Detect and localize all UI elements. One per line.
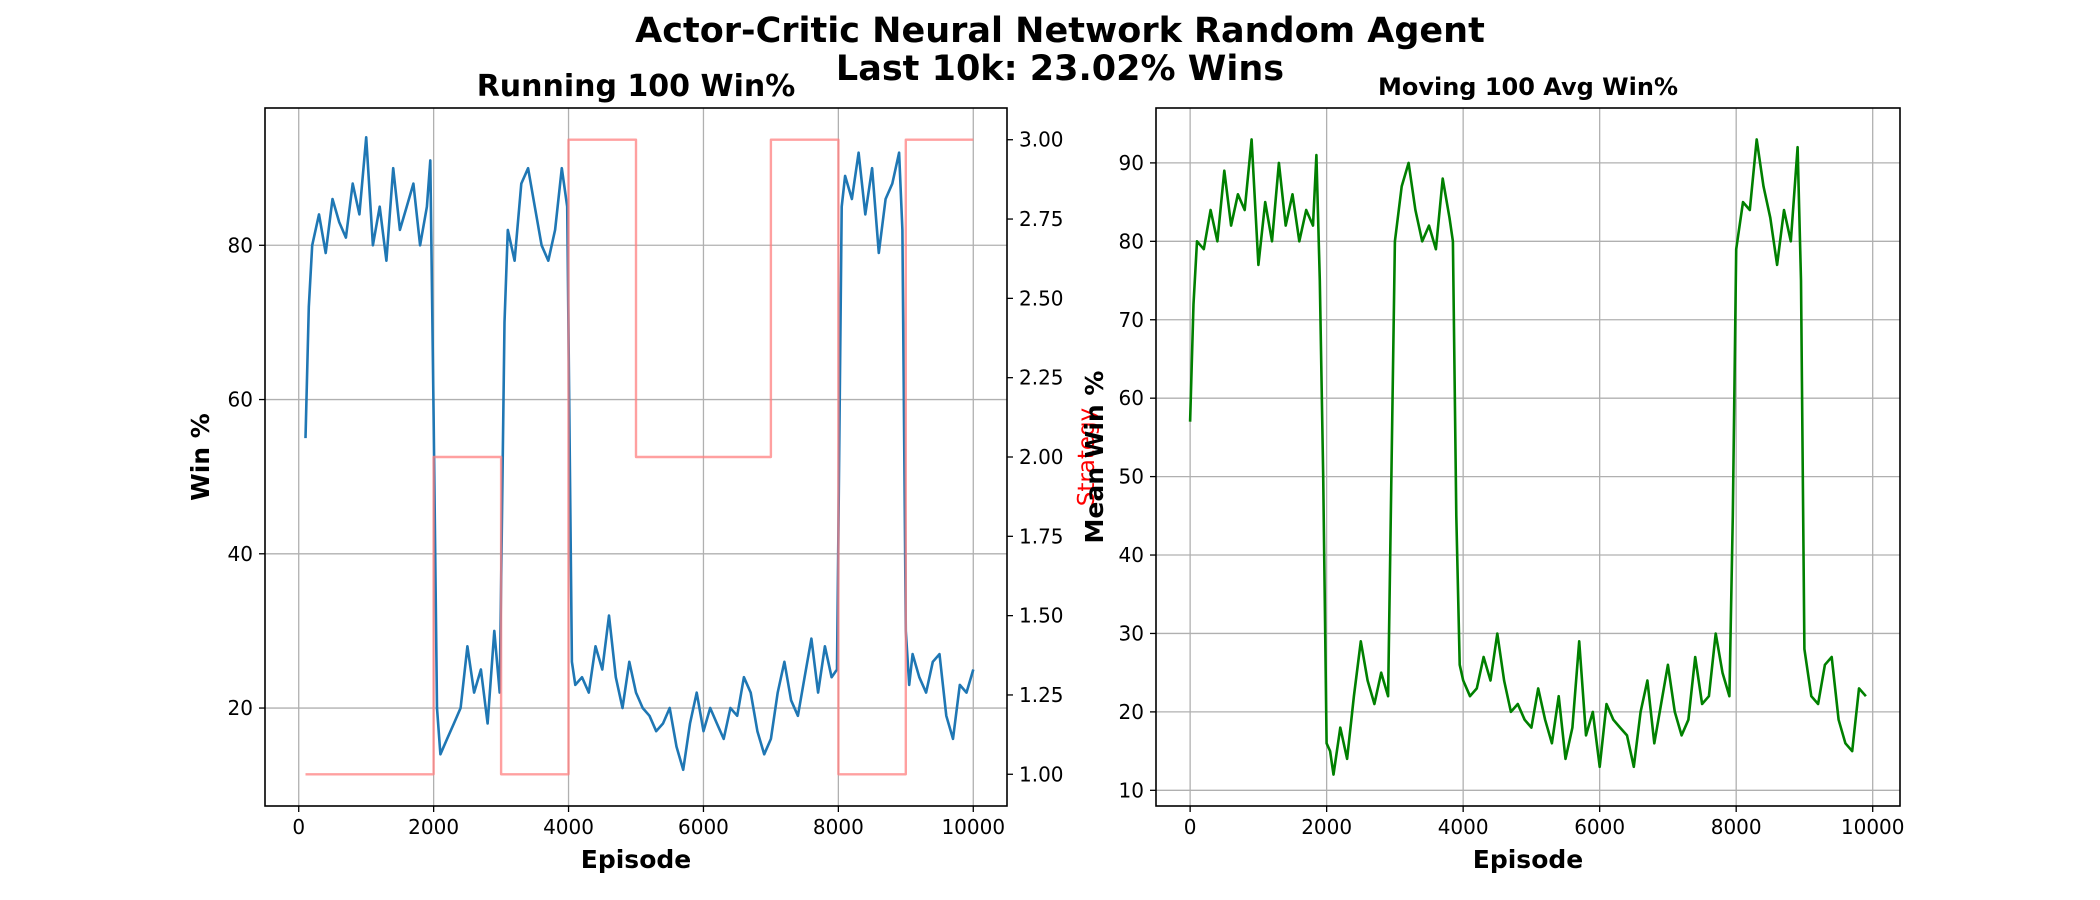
y2-tick-label: 2.00 [1019, 445, 1064, 469]
y-tick-label: 20 [1119, 700, 1144, 724]
y2-tick-label: 1.00 [1019, 762, 1064, 786]
x-tick-label: 0 [1184, 815, 1197, 839]
y-tick-label: 50 [1119, 465, 1144, 489]
chart1-series [304, 136, 975, 776]
x-tick-label: 8000 [1711, 815, 1762, 839]
x-tick-label: 2000 [408, 815, 459, 839]
x-tick-label: 6000 [678, 815, 729, 839]
chart1-ylabel: Win % [186, 413, 215, 501]
x-tick-label: 10000 [1841, 815, 1905, 839]
chart2-y-axis: 10 20 30 40 50 60 70 80 90 [1119, 151, 1156, 802]
chart2-series [1188, 138, 1867, 776]
win-line [304, 136, 975, 772]
x-tick-label: 2000 [1301, 815, 1352, 839]
x-tick-label: 6000 [1574, 815, 1625, 839]
y-tick-label: 80 [1119, 229, 1144, 253]
x-tick-label: 8000 [813, 815, 864, 839]
y2-tick-label: 3.00 [1019, 128, 1064, 152]
y-tick-label: 40 [228, 542, 253, 566]
chart2-grid [1156, 108, 1900, 806]
y-tick-label: 10 [1119, 778, 1144, 802]
chart2-title: Moving 100 Avg Win% [1378, 73, 1678, 101]
chart2-frame [1155, 107, 1901, 807]
x-tick-label: 0 [292, 815, 305, 839]
chart1-y2label: Strategy [1074, 408, 1100, 507]
figure-title-line2: Last 10k: 23.02% Wins [836, 49, 1284, 89]
y2-tick-label: 1.50 [1019, 604, 1064, 628]
y-tick-label: 90 [1119, 151, 1144, 175]
x-tick-label: 4000 [543, 815, 594, 839]
chart1-title: Running 100 Win% [477, 69, 796, 104]
y-tick-label: 80 [228, 233, 253, 257]
chart-running-win: 1.00 1.25 1.50 1.75 2.00 2.25 2.50 2.75 3.00 0 20… [186, 69, 1100, 874]
x-tick-label: 10000 [941, 815, 1005, 839]
chart2-xlabel: Episode [1473, 845, 1583, 874]
mean-win-line [1188, 138, 1867, 776]
chart1-xlabel: Episode [581, 845, 691, 874]
y2-tick-label: 1.25 [1019, 683, 1064, 707]
y-tick-label: 30 [1119, 621, 1144, 645]
figure-title-line1: Actor-Critic Neural Network Random Agent [635, 11, 1485, 51]
y-tick-label: 60 [228, 388, 253, 412]
chart2-x-axis: 0 2000 4000 6000 8000 10000 [1184, 806, 1905, 839]
chart1-right-axis: 1.00 1.25 1.50 1.75 2.00 2.25 2.50 2.75 3.00 [1007, 128, 1064, 786]
y2-tick-label: 1.75 [1019, 524, 1064, 548]
y2-tick-label: 2.75 [1019, 207, 1064, 231]
y-tick-label: 60 [1119, 386, 1144, 410]
chart2-ylabel: Mean Win % [1080, 371, 1109, 544]
y2-tick-label: 2.50 [1019, 286, 1064, 310]
y2-tick-label: 2.25 [1019, 366, 1064, 390]
x-tick-label: 4000 [1438, 815, 1489, 839]
chart1-y-axis: 20 40 60 80 [228, 233, 265, 720]
y-tick-label: 70 [1119, 308, 1144, 332]
strategy-line [305, 138, 974, 776]
chart-moving-avg: 0 2000 4000 6000 8000 10000 10 20 30 40 50 60 70 80 9… [1080, 73, 1905, 874]
chart1-frame [264, 107, 1008, 807]
y-tick-label: 40 [1119, 543, 1144, 567]
y-tick-label: 20 [228, 696, 253, 720]
chart1-x-axis: 0 2000 4000 6000 8000 10000 [292, 806, 1005, 839]
